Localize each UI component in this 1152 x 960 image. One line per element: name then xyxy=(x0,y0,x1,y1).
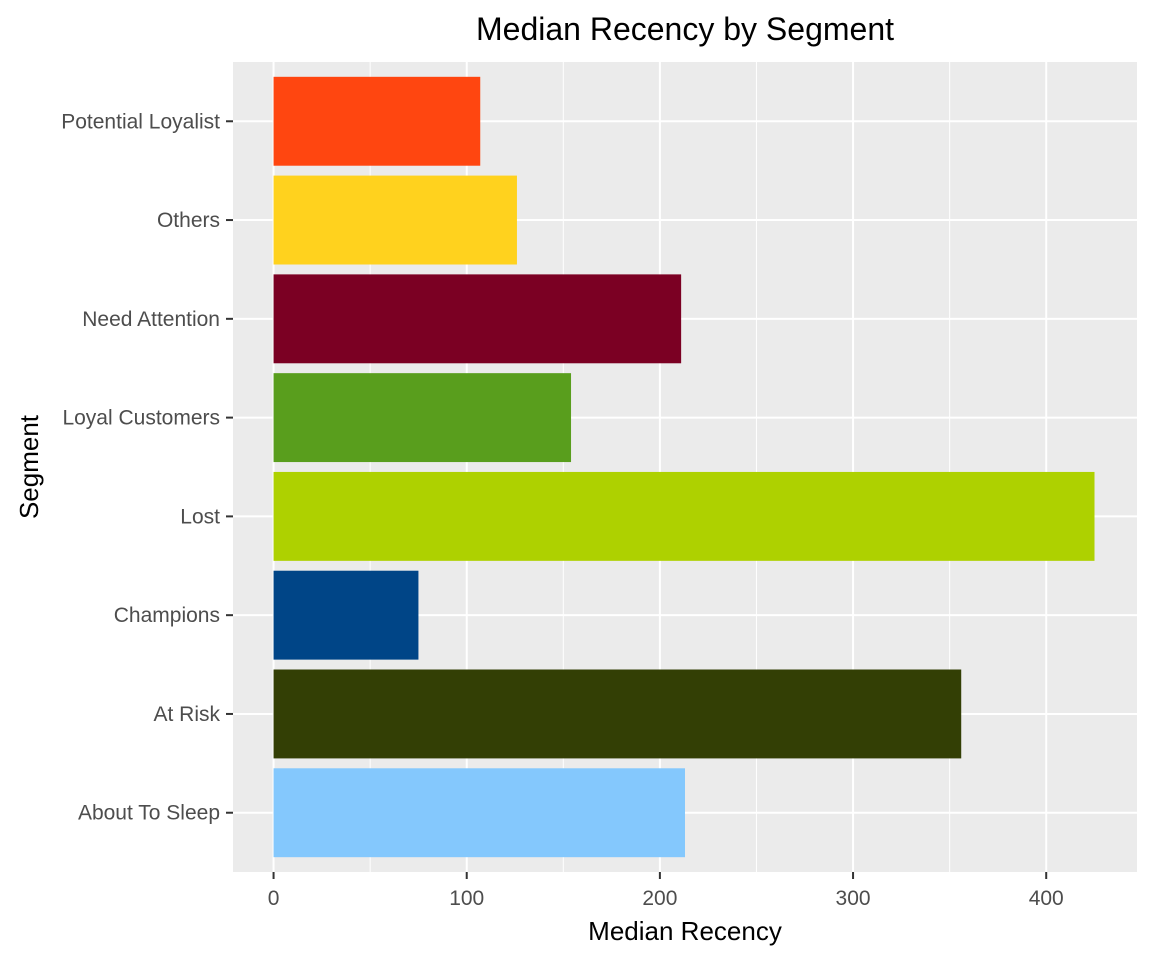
y-tick-label: Potential Loyalist xyxy=(61,110,220,133)
x-tick-label: 400 xyxy=(1029,887,1064,910)
bar-lost xyxy=(273,471,1095,561)
bar-about-to-sleep xyxy=(273,768,685,858)
bar-others xyxy=(273,175,517,265)
x-tick-label: 200 xyxy=(642,887,677,910)
x-tick-label: 0 xyxy=(268,887,280,910)
x-axis: 0 100 200 300 400 xyxy=(268,872,1064,910)
x-axis-title: Median Recency xyxy=(588,916,782,946)
y-tick-label: At Risk xyxy=(153,703,220,726)
bar-potential-loyalist xyxy=(273,76,481,166)
bar-need-attention xyxy=(273,274,682,364)
y-axis: About To Sleep At Risk Champions Lost Loyal … xyxy=(61,110,233,825)
bar-at-risk xyxy=(273,669,962,759)
bar-champions xyxy=(273,570,419,660)
y-axis-title: Segment xyxy=(14,414,44,519)
y-tick-label: Lost xyxy=(180,505,220,528)
y-tick-label: Others xyxy=(157,209,220,232)
bar-loyal-customers xyxy=(273,373,572,463)
y-tick-label: Need Attention xyxy=(82,308,220,331)
y-tick-label: Champions xyxy=(114,604,220,627)
y-tick-label: About To Sleep xyxy=(78,802,220,825)
x-tick-label: 100 xyxy=(449,887,484,910)
y-tick-label: Loyal Customers xyxy=(62,407,220,430)
x-tick-label: 300 xyxy=(836,887,871,910)
bars xyxy=(273,76,1095,858)
chart-title: Median Recency by Segment xyxy=(476,11,894,47)
